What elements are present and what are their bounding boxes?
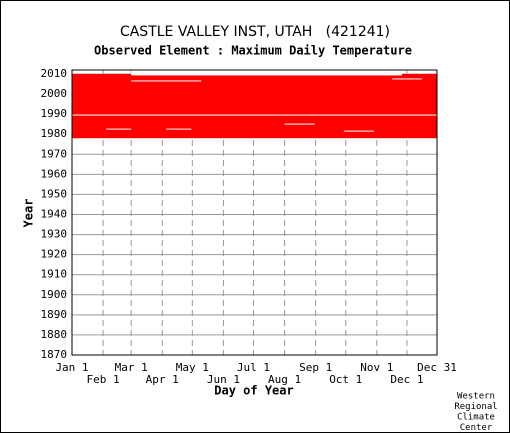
x-tick-label: May 1 (176, 361, 209, 374)
y-tick-label: 1880 (41, 328, 68, 341)
missing-period (131, 80, 202, 82)
x-tick-label: Aug 1 (268, 373, 301, 386)
missing-period (166, 128, 192, 130)
y-tick-label: 2000 (41, 87, 68, 100)
y-axis-label: Year (22, 199, 36, 228)
x-tick-label: Dec 1 (390, 373, 423, 386)
y-tick-label: 1940 (41, 208, 68, 221)
y-tick-label: 1990 (41, 107, 68, 120)
y-tick-label: 2010 (41, 67, 68, 80)
y-tick-label: 1900 (41, 288, 68, 301)
credit: Center (460, 423, 493, 433)
credit: Western (457, 392, 495, 402)
chart-title: CASTLE VALLEY INST, UTAH (421241) (120, 24, 390, 40)
x-tick-label: Mar 1 (115, 361, 148, 374)
y-tick-label: 1870 (41, 348, 68, 361)
y-tick-label: 1930 (41, 228, 68, 241)
x-tick-label: Dec 31 (417, 361, 457, 374)
x-tick-label: Nov 1 (360, 361, 393, 374)
credit: Climate (457, 413, 495, 423)
y-tick-label: 1890 (41, 308, 68, 321)
y-tick-label: 1960 (41, 167, 68, 180)
x-tick-label: Jan 1 (55, 361, 88, 374)
y-tick-label: 1980 (41, 127, 68, 140)
x-tick-label: Oct 1 (329, 373, 362, 386)
missing-period (391, 78, 422, 80)
missing-period (284, 123, 315, 125)
y-tick-label: 1920 (41, 248, 68, 261)
missing-period (131, 70, 402, 76)
x-axis-label: Day of Year (214, 384, 293, 398)
x-tick-label: Feb 1 (87, 373, 120, 386)
x-tick-label: Sep 1 (299, 361, 332, 374)
x-tick-label: Apr 1 (146, 373, 179, 386)
plot-border (71, 69, 438, 356)
missing-period (72, 114, 437, 116)
credit: Regional (454, 402, 497, 412)
y-tick-label: 1910 (41, 268, 68, 281)
y-tick-label: 1970 (41, 147, 68, 160)
missing-period (343, 130, 374, 132)
y-tick-label: 1950 (41, 187, 68, 200)
missing-period (106, 128, 132, 130)
x-tick-label: Jun 1 (207, 373, 240, 386)
observed-period (72, 74, 437, 139)
x-tick-label: Jul 1 (237, 361, 270, 374)
chart-subtitle: Observed Element : Maximum Daily Tempera… (94, 44, 412, 58)
